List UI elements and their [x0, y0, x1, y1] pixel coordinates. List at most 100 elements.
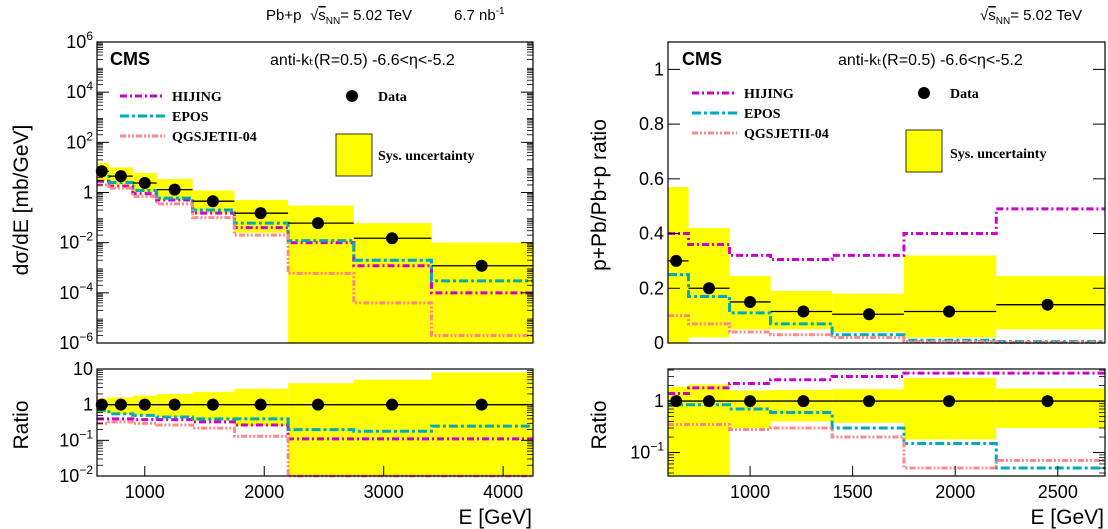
- legend-sys-label: Sys. uncertainty: [378, 149, 474, 164]
- x-tick-label: 3000: [364, 482, 404, 502]
- legend-data-marker-right: [918, 87, 930, 99]
- data-point: [863, 308, 876, 321]
- sys-uncertainty-box: [431, 372, 533, 476]
- ylabel-asymmetry-ratio: Ratio: [588, 400, 611, 449]
- series-qgsjet-line: [668, 314, 1105, 344]
- legend-data-label: Data: [378, 90, 407, 105]
- header-energy-left: √sNN= 5.02 TeV: [310, 7, 412, 27]
- sys-uncertainty-box: [996, 388, 1105, 428]
- series-epos-line: [97, 173, 533, 283]
- y-tick-label: 1: [83, 183, 93, 203]
- data-point: [254, 207, 267, 220]
- y-tick-label: 0.6: [639, 169, 664, 189]
- data-point: [744, 395, 757, 408]
- series-epos-line: [97, 408, 533, 433]
- data-point: [386, 398, 399, 411]
- y-tick-label: 0.4: [639, 224, 664, 244]
- y-tick-label: 1: [83, 395, 93, 415]
- legend-sys-swatch-right: [905, 129, 943, 173]
- data-point: [475, 398, 488, 411]
- series-hijing-line: [97, 417, 533, 441]
- ylabel-spectrum: dσ/dE [mb/GeV]: [10, 125, 33, 276]
- data-point: [475, 259, 488, 272]
- data-point: [138, 176, 151, 189]
- legend-epos-label-right: EPOS: [744, 107, 781, 122]
- series-hijing-line: [668, 207, 1105, 262]
- series-epos-line: [668, 403, 1105, 470]
- data-point: [1041, 395, 1054, 408]
- data-point: [114, 398, 127, 411]
- legend-qgsjet-label: QGSJETII-04: [172, 130, 257, 145]
- legend-sys-swatch: [335, 133, 373, 177]
- plot-frame: [667, 368, 1106, 477]
- header-lumi: 6.7 nb-1: [454, 6, 505, 24]
- data-point: [114, 170, 127, 183]
- selection-label-right: anti-kₜ(R=0.5) -6.6<η<-5.2: [838, 52, 1023, 69]
- data-point: [670, 254, 683, 267]
- panel-spectrum-ratio: 10−2 10−1 1 10 1000 2000 3000 4000: [59, 359, 534, 502]
- legend-hijing-label: HIJING: [172, 90, 222, 105]
- data-point: [943, 395, 956, 408]
- panel-asymmetry: 0 0.2 0.4 0.6 0.8 1: [639, 41, 1106, 353]
- y-tick-label: 10−6: [59, 330, 93, 353]
- series-hijing-line: [668, 371, 1105, 396]
- series-qgsjet-line: [668, 423, 1105, 470]
- y-tick-label: 10−2: [59, 230, 93, 253]
- xlabel-right: E [GeV]: [1030, 506, 1104, 529]
- plot-frame: [667, 41, 1106, 344]
- x-tick-label: 2500: [1038, 482, 1078, 502]
- data-point: [168, 398, 181, 411]
- y-tick-label: 1: [654, 59, 664, 79]
- legend-epos-label: EPOS: [172, 110, 209, 125]
- header-collision: Pb+p: [266, 7, 301, 24]
- data-point: [703, 395, 716, 408]
- data-point: [206, 398, 219, 411]
- y-tick-label: 1: [654, 391, 664, 411]
- ylabel-spectrum-ratio: Ratio: [10, 400, 33, 449]
- y-tick-label: 104: [66, 79, 93, 102]
- data-point: [168, 183, 181, 196]
- legend-data-label-right: Data: [950, 87, 979, 102]
- plot-frame: [96, 368, 534, 477]
- header-energy-right: √sNN= 5.02 TeV: [980, 7, 1082, 27]
- y-tick-label: 0.2: [639, 278, 664, 298]
- y-tick-label: 10−2: [59, 463, 93, 486]
- data-point: [943, 305, 956, 318]
- sys-uncertainty-box: [903, 378, 997, 440]
- data-point: [138, 398, 151, 411]
- data-point: [863, 395, 876, 408]
- data-point: [703, 282, 716, 295]
- data-point: [206, 195, 219, 208]
- data-point: [311, 398, 324, 411]
- data-point: [1041, 298, 1054, 311]
- y-tick-label: 10−4: [59, 280, 93, 303]
- legend-right: HIJING EPOS QGSJETII-04 Data Sys. uncert…: [692, 87, 1046, 173]
- y-tick-label: 0.8: [639, 114, 664, 134]
- x-tick-label: 2000: [244, 482, 284, 502]
- series-qgsjet-line: [97, 183, 533, 337]
- series-hijing-line: [97, 179, 533, 295]
- x-tick-label: 1500: [833, 482, 873, 502]
- legend-left: HIJING EPOS QGSJETII-04 Data Sys. uncert…: [120, 90, 474, 177]
- y-tick-label: 106: [66, 29, 93, 52]
- y-tick-label: 0: [654, 333, 664, 353]
- data-point: [311, 217, 324, 230]
- y-tick-label: 10−1: [59, 427, 93, 450]
- panel-spectrum: 10−6 10−4 10−2 1 102 104 106: [59, 29, 534, 353]
- y-tick-label: 102: [66, 129, 93, 152]
- data-point: [744, 295, 757, 308]
- legend-hijing-label-right: HIJING: [744, 87, 794, 102]
- sys-uncertainty-box: [903, 255, 997, 338]
- xlabel-left: E [GeV]: [458, 506, 532, 529]
- cms-label-left: CMS: [110, 49, 150, 69]
- legend-data-marker: [346, 90, 358, 102]
- y-tick-label: 10: [73, 359, 93, 379]
- legend-qgsjet-label-right: QGSJETII-04: [744, 127, 829, 142]
- selection-label-left: anti-kₜ(R=0.5) -6.6<η<-5.2: [270, 52, 455, 69]
- data-point: [797, 395, 810, 408]
- panel-asymmetry-ratio: 10−1 1 1000 1500 2000 2500: [630, 368, 1106, 502]
- x-tick-label: 4000: [483, 482, 523, 502]
- data-point: [254, 398, 267, 411]
- data-point: [386, 232, 399, 245]
